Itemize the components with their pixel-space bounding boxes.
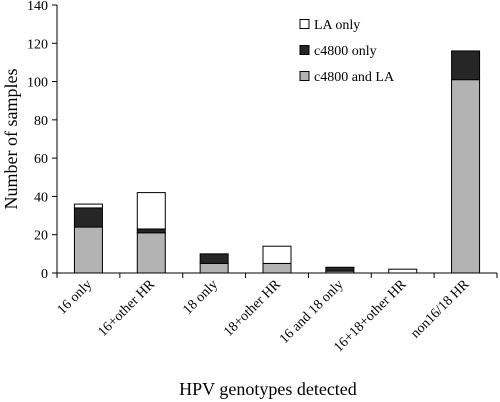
y-tick-label: 60	[34, 152, 48, 167]
bar-segment	[136, 232, 166, 274]
bar-segment	[451, 79, 481, 274]
y-ticks: 0 20 40 60 80 100 120 140	[27, 0, 57, 282]
x-tick-label: 18+other HR	[221, 277, 284, 340]
bar-segment	[199, 262, 229, 274]
y-axis-title: Number of samples	[1, 69, 21, 210]
bar-segment	[136, 192, 166, 230]
bar-segment	[73, 207, 103, 228]
legend: LA only c4800 only c4800 and LA	[299, 18, 395, 85]
bar-segment	[388, 268, 418, 274]
y-tick-label: 0	[41, 267, 48, 282]
legend-swatch	[299, 19, 310, 29]
legend-swatch	[299, 71, 310, 81]
bar-segment	[451, 50, 481, 81]
y-tick-label: 100	[27, 76, 48, 91]
x-tick-label: 18 only	[180, 277, 221, 318]
bar-segment	[199, 253, 229, 264]
bar-segment	[73, 226, 103, 274]
axes-layer	[56, 5, 497, 274]
x-tick-label: 16 and 18 only	[277, 277, 347, 347]
y-tick-label: 80	[34, 114, 48, 129]
legend-label: LA only	[314, 18, 360, 33]
legend-label: c4800 and LA	[314, 70, 395, 85]
x-tick-label: 16+other HR	[95, 277, 158, 340]
legend-swatch	[299, 45, 310, 55]
bar-segment	[73, 203, 103, 209]
y-tick-label: 20	[34, 229, 48, 244]
x-tick-label: 16 only	[55, 277, 96, 318]
y-tick-label: 40	[34, 190, 48, 205]
x-tick-label: non16/18 HR	[408, 277, 473, 342]
bar-segment	[262, 245, 292, 264]
y-tick-label: 140	[27, 0, 48, 14]
bar-segment	[136, 228, 166, 234]
y-tick-label: 120	[27, 37, 48, 52]
bars-layer	[73, 50, 481, 274]
legend-label: c4800 only	[314, 44, 377, 59]
bar-segment	[325, 266, 355, 272]
x-axis-title: HPV genotypes detected	[179, 379, 357, 399]
bar-segment	[262, 262, 292, 274]
